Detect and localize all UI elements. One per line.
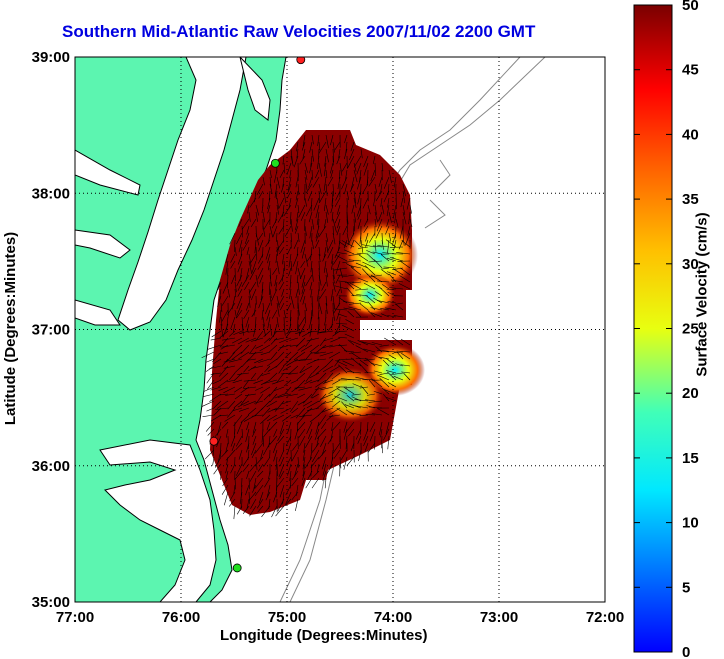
colorbar-tick-label: 45 xyxy=(682,62,699,79)
colorbar-tick-label: 10 xyxy=(682,515,699,532)
x-tick-label: 76:00 xyxy=(162,609,200,626)
x-tick-label: 73:00 xyxy=(480,609,518,626)
velocity-vectors xyxy=(201,134,413,520)
y-tick-label: 37:00 xyxy=(32,322,70,339)
y-axis-label: Latitude (Degrees:Minutes) xyxy=(2,231,20,426)
colorbar-tick-label: 35 xyxy=(682,191,699,208)
colorbar-tick-label: 20 xyxy=(682,385,699,402)
radar-station-marker xyxy=(296,57,306,65)
colorbar-tick-label: 25 xyxy=(682,321,699,338)
map-title: Southern Mid-Atlantic Raw Velocities 200… xyxy=(62,22,536,41)
velocity-field xyxy=(201,130,425,520)
colorbar-ticks: 0 5 10 15 20 25 30 35 40 45 50 xyxy=(634,0,699,659)
pamlico-sound xyxy=(99,439,217,602)
colorbar-tick-label: 30 xyxy=(682,256,699,273)
y-tick-label: 39:00 xyxy=(32,49,70,66)
y-tick-labels: 39:00 38:00 37:00 36:00 35:00 xyxy=(32,49,70,611)
radar-station-marker xyxy=(270,158,280,168)
radar-station-marker xyxy=(209,436,219,446)
radar-station-marker xyxy=(232,563,242,573)
colorbar-label: Surface Velocity (cm/s) xyxy=(693,212,711,377)
x-tick-labels: 77:00 76:00 75:00 74:00 73:00 72:00 xyxy=(56,609,624,626)
x-tick-label: 74:00 xyxy=(374,609,412,626)
x-tick-label: 75:00 xyxy=(268,609,306,626)
y-tick-label: 38:00 xyxy=(32,185,70,202)
x-axis-label: Longitude (Degrees:Minutes) xyxy=(220,627,428,644)
y-tick-label: 35:00 xyxy=(32,594,70,611)
x-tick-label: 77:00 xyxy=(56,609,94,626)
radar-stations xyxy=(209,57,306,573)
map-frame xyxy=(74,56,606,603)
colorbar-tick-label: 50 xyxy=(682,0,699,14)
colorbar-tick-label: 15 xyxy=(682,450,699,467)
colorbar-tick-label: 0 xyxy=(682,644,690,659)
colorbar-tick-label: 40 xyxy=(682,126,699,143)
x-tick-label: 72:00 xyxy=(586,609,624,626)
y-tick-label: 36:00 xyxy=(32,458,70,475)
chesapeake-bay xyxy=(117,57,247,331)
map-grid xyxy=(75,57,605,602)
colorbar-tick-label: 5 xyxy=(682,579,690,596)
